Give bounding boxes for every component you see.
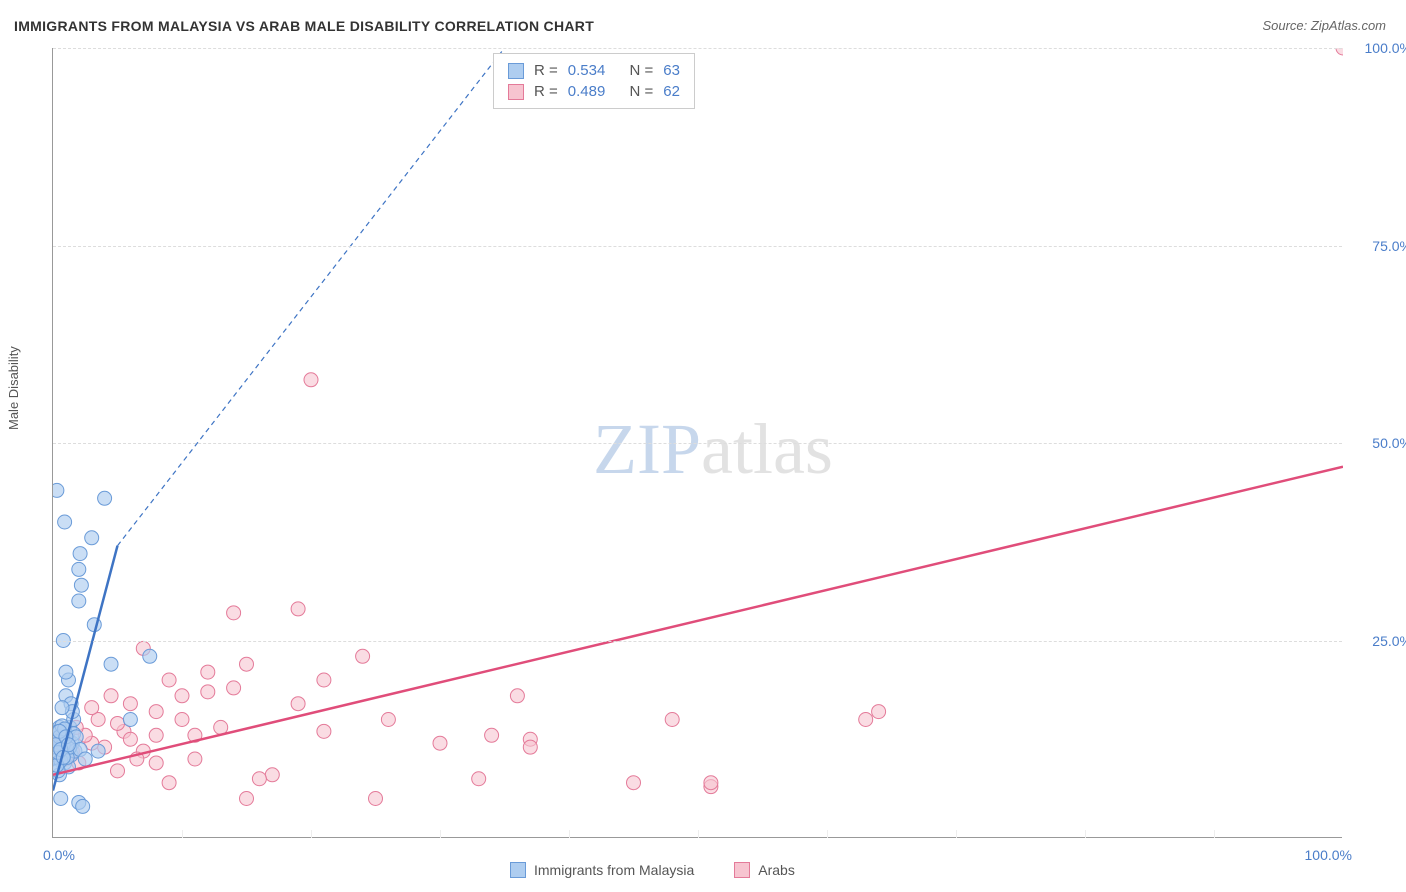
r-value-1: 0.534 — [568, 62, 606, 79]
source-label: Source: ZipAtlas.com — [1262, 18, 1386, 33]
y-axis-label: Male Disability — [6, 346, 21, 430]
bottom-legend: Immigrants from Malaysia Arabs — [510, 862, 795, 878]
plot-area: ZIPatlas R = 0.534 N = 63 R = 0.489 N = … — [52, 48, 1342, 838]
y-tick-label: 25.0% — [1352, 633, 1406, 649]
r-label-2: R = — [534, 83, 558, 100]
x-tick-left: 0.0% — [43, 847, 75, 863]
r-value-2: 0.489 — [568, 83, 606, 100]
swatch-bottom-2 — [734, 862, 750, 878]
y-tick-label: 75.0% — [1352, 238, 1406, 254]
swatch-series2 — [508, 84, 524, 100]
bottom-legend-item-1: Immigrants from Malaysia — [510, 862, 694, 878]
bottom-legend-label-1: Immigrants from Malaysia — [534, 862, 694, 878]
y-tick-label: 50.0% — [1352, 435, 1406, 451]
legend-stats-row-1: R = 0.534 N = 63 — [508, 60, 680, 81]
legend-stats-row-2: R = 0.489 N = 62 — [508, 81, 680, 102]
n-value-1: 63 — [663, 62, 680, 79]
legend-stats-box: R = 0.534 N = 63 R = 0.489 N = 62 — [493, 53, 695, 109]
swatch-bottom-1 — [510, 862, 526, 878]
x-tick-right: 100.0% — [1305, 847, 1352, 863]
chart-title: IMMIGRANTS FROM MALAYSIA VS ARAB MALE DI… — [14, 18, 594, 34]
swatch-series1 — [508, 63, 524, 79]
chart-container: IMMIGRANTS FROM MALAYSIA VS ARAB MALE DI… — [0, 0, 1406, 892]
r-label-1: R = — [534, 62, 558, 79]
n-label-1: N = — [629, 62, 653, 79]
bottom-legend-item-2: Arabs — [734, 862, 795, 878]
bottom-legend-label-2: Arabs — [758, 862, 795, 878]
y-tick-label: 100.0% — [1352, 40, 1406, 56]
n-label-2: N = — [629, 83, 653, 100]
n-value-2: 62 — [663, 83, 680, 100]
